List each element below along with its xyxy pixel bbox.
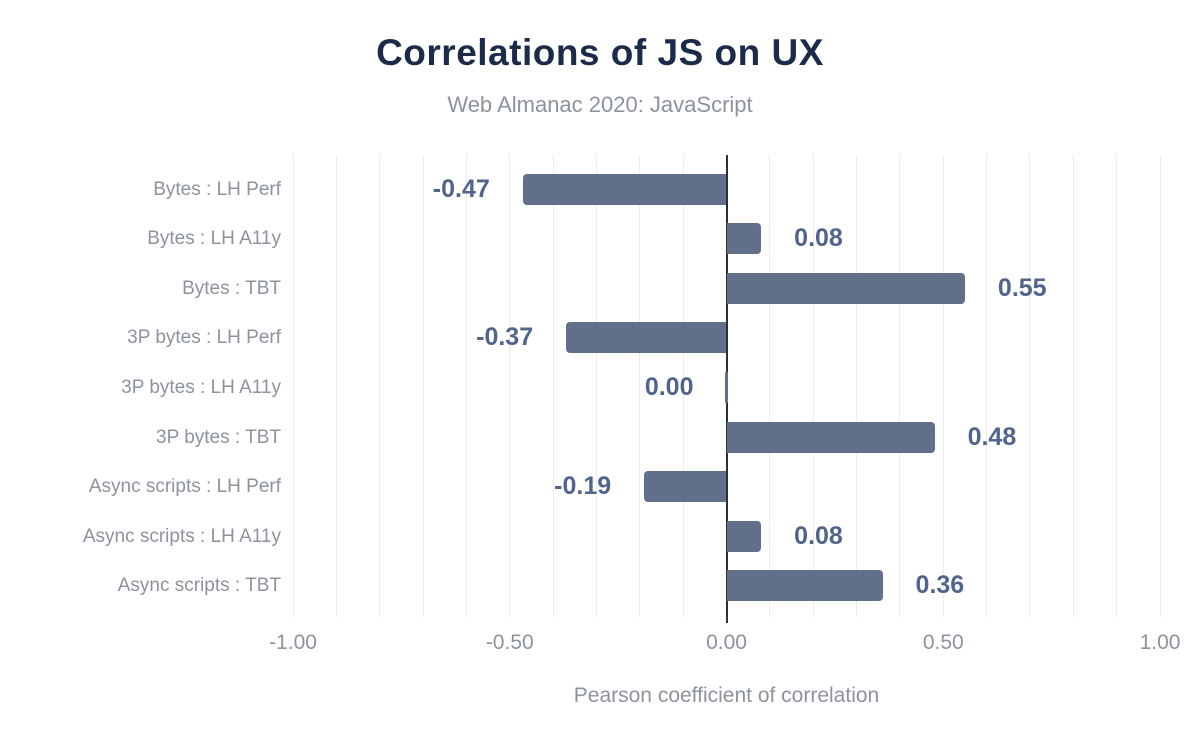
bar: [522, 173, 727, 205]
y-axis-label: Bytes : TBT: [182, 277, 281, 299]
bar: [726, 520, 762, 552]
gridline: [942, 155, 944, 617]
y-axis-label: Bytes : LH Perf: [153, 178, 281, 200]
gridline: [422, 155, 424, 617]
y-axis-label: Bytes : LH A11y: [147, 228, 281, 250]
gridline: [769, 155, 771, 617]
gridline: [1159, 155, 1161, 617]
plot-area: -0.47 0.08 0.55 -0.37 0.00 0.48 -0.19 0.08 0.36: [292, 155, 1161, 623]
bar: [566, 322, 727, 354]
gridline: [1029, 155, 1031, 617]
data-label: 0.08: [794, 521, 843, 550]
y-axis-label: Async scripts : TBT: [117, 575, 281, 597]
x-axis-ticks: -1.00 -0.50 0.00 0.50 1.00: [269, 631, 1180, 657]
gridline: [465, 155, 467, 617]
y-axis-label: Async scripts : LH A11y: [82, 525, 281, 547]
bar: [644, 471, 727, 503]
bar: [726, 421, 935, 453]
y-axis-labels: Bytes : LH Perf Bytes : LH A11y Bytes : TB…: [0, 155, 281, 617]
data-label: 0.08: [794, 224, 843, 253]
data-label: -0.47: [432, 174, 490, 203]
gridline: [639, 155, 641, 617]
x-axis-tick: 1.00: [1139, 631, 1181, 654]
data-label: 0.36: [915, 571, 965, 600]
y-axis-label: 3P bytes : LH Perf: [127, 327, 281, 349]
gridline: [1116, 155, 1118, 617]
gridline: [856, 155, 858, 617]
x-axis-title: Pearson coefficient of correlation: [573, 684, 880, 707]
bar: [725, 371, 728, 403]
x-axis-tick: -1.00: [269, 631, 317, 654]
data-label: -0.19: [554, 472, 612, 501]
x-axis-tick: -0.50: [485, 631, 534, 654]
bar: [726, 272, 965, 304]
data-label: 0.00: [644, 372, 694, 401]
gridline: [595, 155, 597, 617]
gridline: [899, 155, 901, 617]
gridline: [682, 155, 684, 617]
gridline: [509, 155, 511, 617]
chart-title: Correlations of JS on UX: [376, 32, 824, 73]
data-label: 0.55: [997, 273, 1047, 302]
gridline: [335, 155, 337, 617]
bar: [726, 223, 762, 255]
gridline: [379, 155, 381, 617]
y-axis-label: 3P bytes : LH A11y: [121, 376, 281, 398]
y-axis-label: 3P bytes : TBT: [156, 426, 281, 448]
x-axis-tick: 0.50: [922, 631, 964, 654]
gridline: [1072, 155, 1074, 617]
gridline: [552, 155, 554, 617]
y-axis-label: Async scripts : LH Perf: [88, 476, 281, 498]
gridline: [812, 155, 814, 617]
gridline: [292, 155, 294, 617]
x-axis-tick: 0.00: [706, 631, 747, 654]
gridline: [986, 155, 988, 617]
data-label: 0.48: [967, 422, 1017, 451]
chart-subtitle: Web Almanac 2020: JavaScript: [447, 92, 753, 117]
data-label: -0.37: [476, 323, 534, 352]
bar: [726, 570, 883, 602]
